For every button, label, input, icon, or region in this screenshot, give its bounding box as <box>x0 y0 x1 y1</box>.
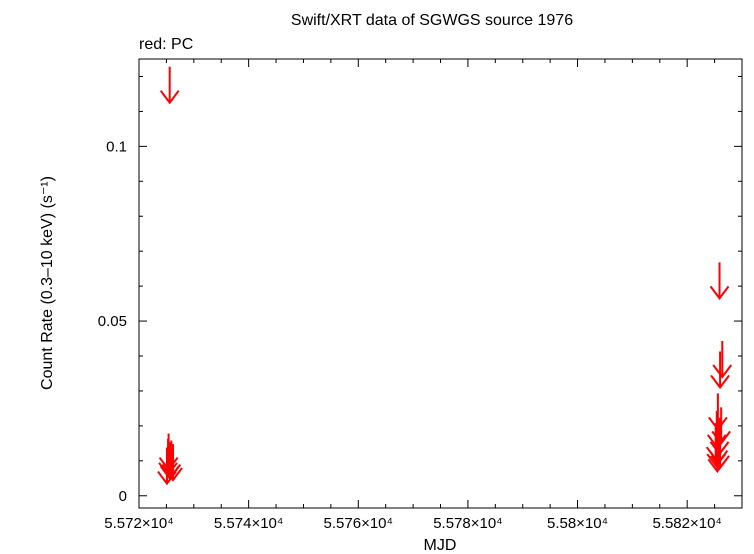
upper-limit-arrow <box>708 393 728 432</box>
x-tick-label: 5.576×10⁴ <box>324 515 393 532</box>
plot-frame <box>138 58 743 509</box>
upper-limit-arrow <box>710 351 730 390</box>
upper-limit-arrow <box>712 340 733 379</box>
upper-limit-arrow <box>158 433 179 472</box>
x-tick-label: 5.572×10⁴ <box>104 515 173 532</box>
x-axis: 5.572×10⁴ 5.574×10⁴ 5.576×10⁴ 5.578×10⁴ 5.58… <box>104 59 743 532</box>
upper-limit-arrow <box>706 430 727 468</box>
x-axis-label: MJD <box>424 537 457 554</box>
upper-limit-arrow <box>157 447 177 486</box>
x-tick-label: 5.578×10⁴ <box>433 515 502 532</box>
y-tick-label: 0.1 <box>106 138 127 155</box>
x-tick-label: 5.58×10⁴ <box>547 515 608 532</box>
y-axis-label: Count Rate (0.3–10 keV) (s⁻¹) <box>39 176 56 390</box>
x-tick-label: 5.574×10⁴ <box>214 515 283 532</box>
upper-limit-arrow <box>707 435 728 473</box>
data-series <box>157 66 733 486</box>
x-tick-label: 5.582×10⁴ <box>652 515 721 532</box>
y-tick-label: 0 <box>119 488 127 505</box>
y-tick-label: 0.05 <box>98 313 127 330</box>
chart-subtitle: red: PC <box>139 36 193 53</box>
y-axis: 0 0.05 0.1 <box>98 75 742 505</box>
upper-limit-arrow <box>709 262 730 301</box>
upper-limit-arrow <box>159 66 180 105</box>
chart-title: Swift/XRT data of SGWGS source 1976 <box>291 12 573 29</box>
